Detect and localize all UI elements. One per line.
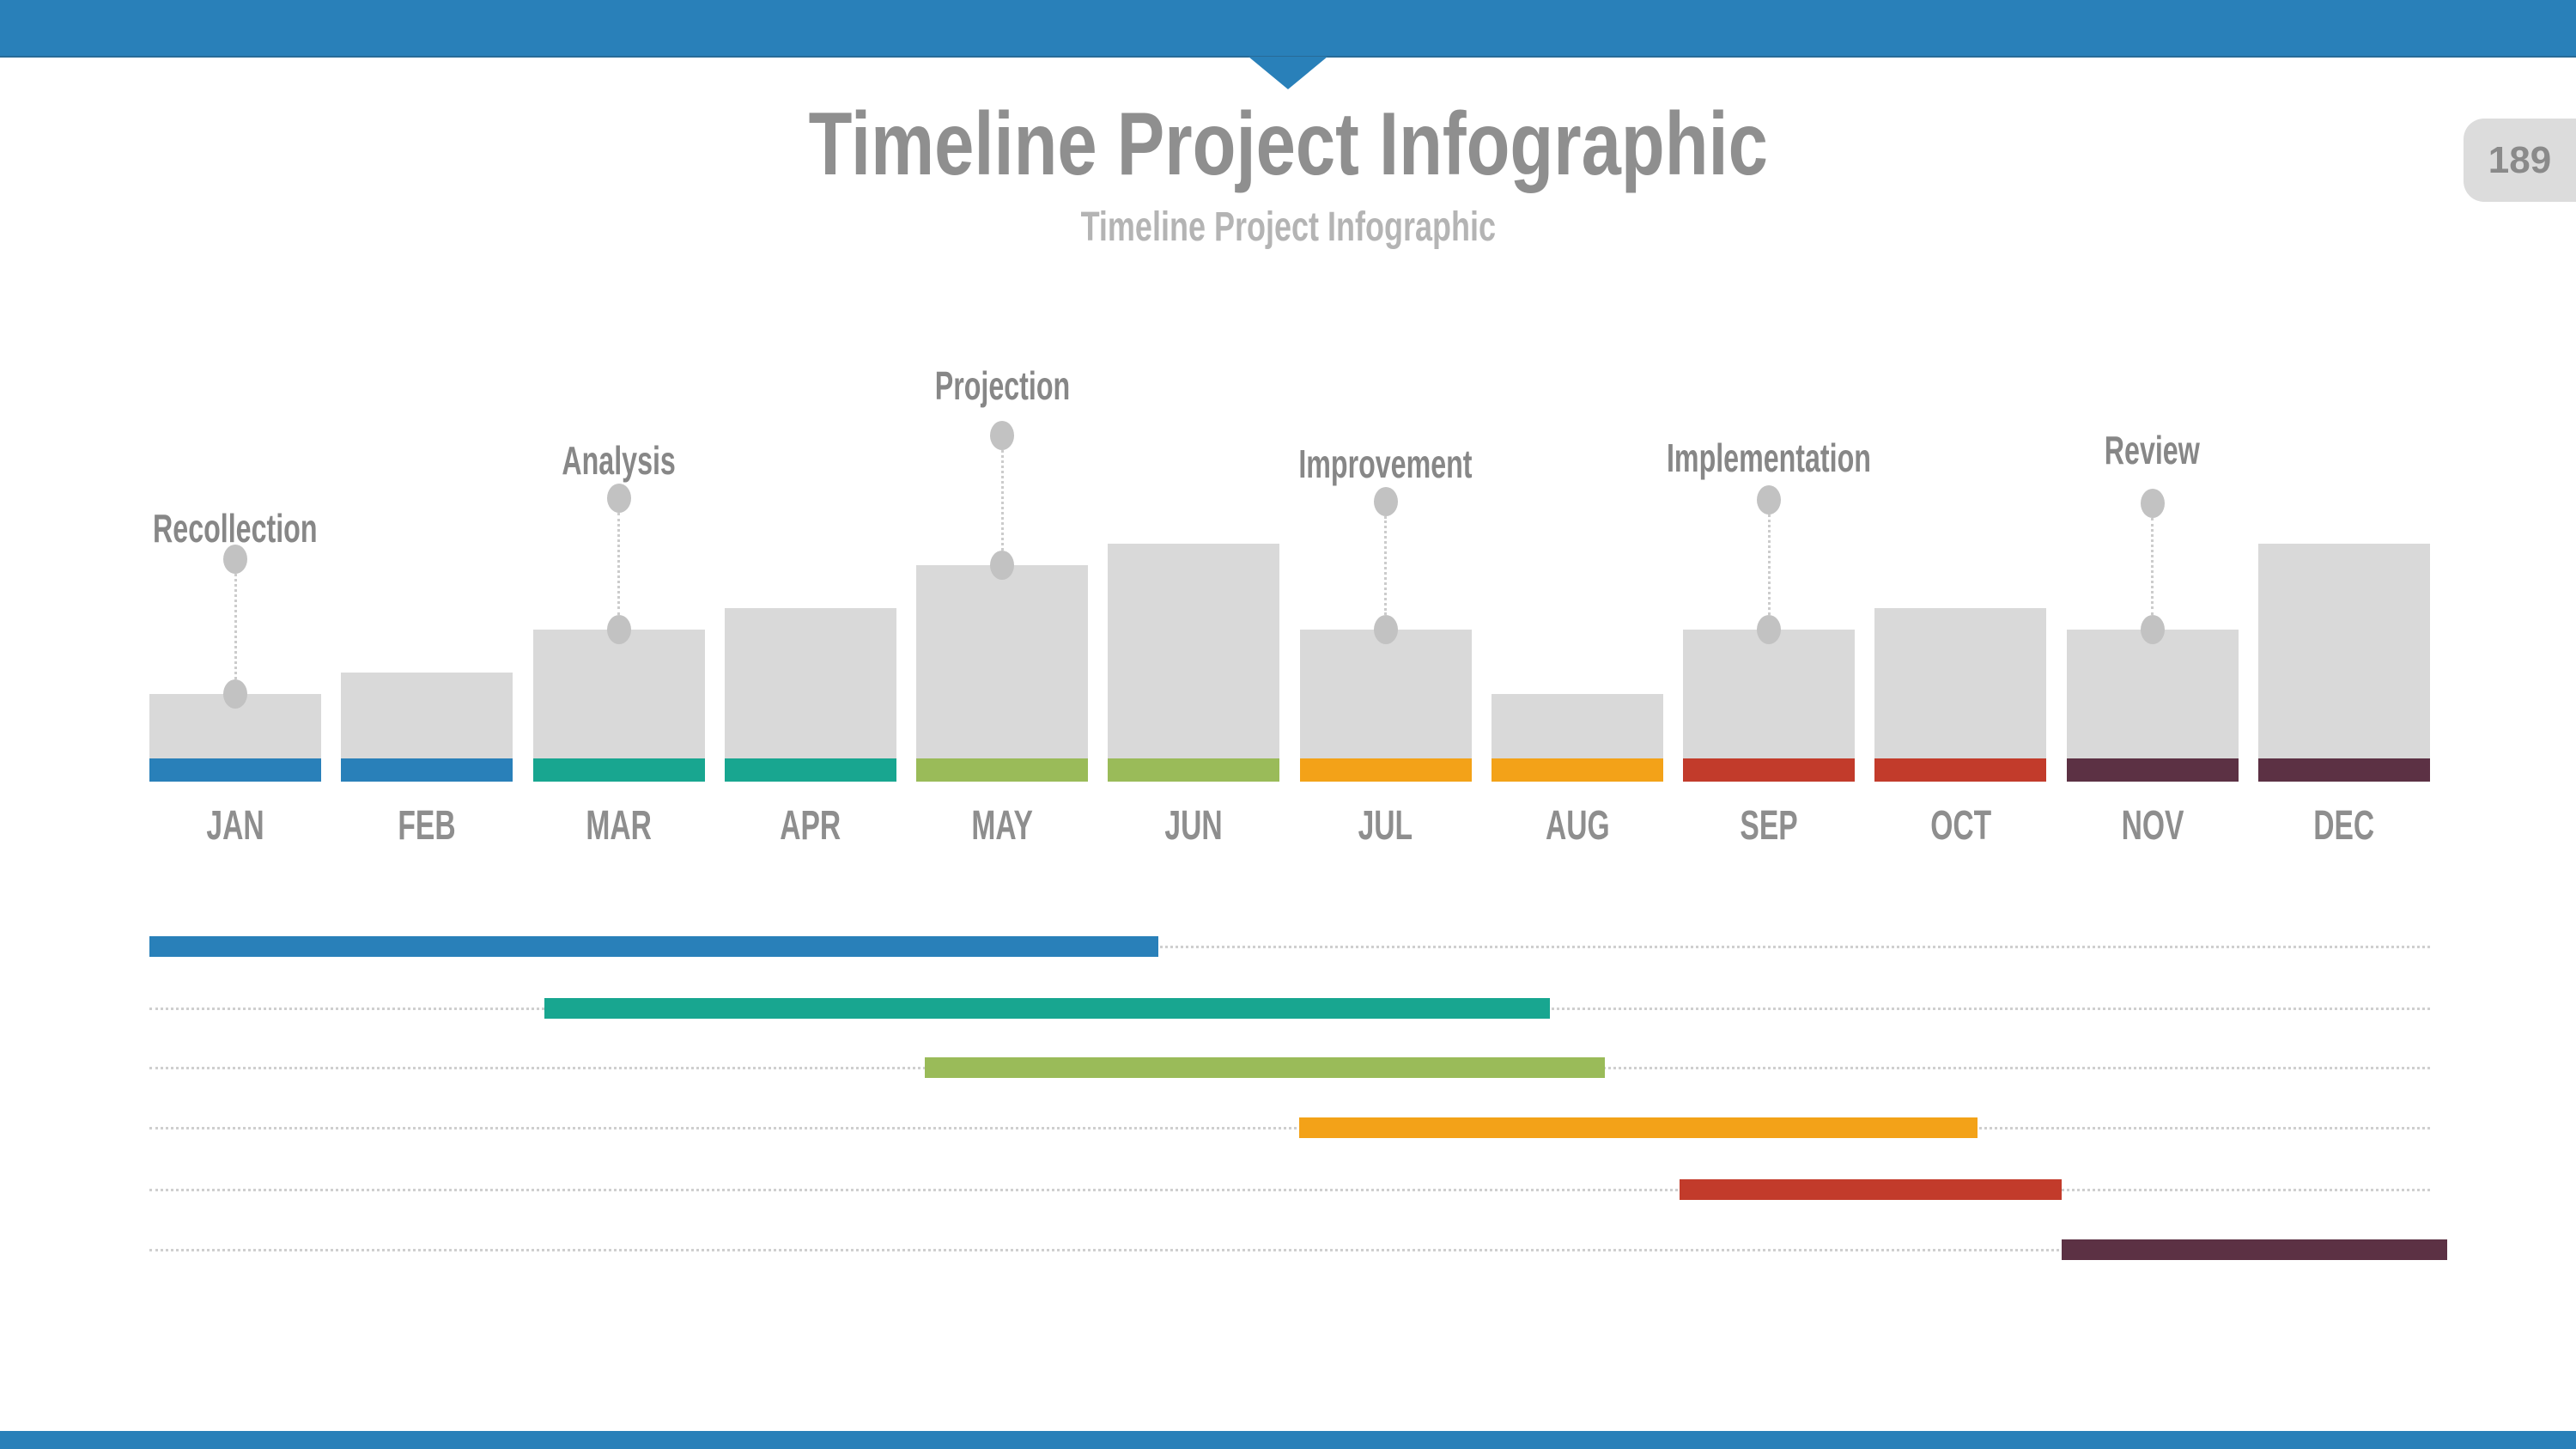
month-label-text: JUN [1164, 803, 1223, 849]
month-label-text: NOV [2121, 803, 2184, 849]
annotation-leader-line [1384, 516, 1388, 615]
month-label-jul: JUL [1300, 806, 1472, 847]
month-label-text: DEC [2313, 803, 2375, 849]
annotation-leader-line [234, 574, 237, 679]
annotation-bar-dot [1373, 615, 1398, 644]
month-color-strip [1491, 758, 1663, 782]
month-bar-feb [341, 673, 513, 782]
month-color-strip [2258, 758, 2430, 782]
annotation-label-text: Projection [934, 363, 1070, 408]
month-label-text: APR [780, 803, 841, 849]
month-bar-nov [2066, 630, 2239, 782]
review-span [2061, 1239, 2447, 1260]
projection-span [925, 1057, 1606, 1078]
slide-title-text: Timeline Project Infographic [808, 94, 1768, 194]
slide-subtitle: Timeline Project Infographic [0, 207, 2576, 248]
annotation-label-recollection: Recollection [0, 508, 493, 548]
annotation-label-text: Analysis [562, 438, 676, 483]
slide-title: Timeline Project Infographic [0, 100, 2576, 189]
annotation-label-text: Review [2105, 428, 2201, 472]
annotation-label-text: Recollection [153, 506, 318, 551]
annotation-label-review: Review [1895, 430, 2410, 470]
month-bar-may [916, 565, 1089, 782]
implementation-span [1679, 1179, 2062, 1200]
month-label-text: MAY [971, 803, 1033, 849]
month-label-jan: JAN [149, 806, 321, 847]
month-bar-jan [149, 694, 321, 782]
annotation-bar-dot [606, 615, 631, 644]
month-label-text: JAN [206, 803, 264, 849]
month-label-text: SEP [1740, 803, 1798, 849]
annotation-label-text: Improvement [1298, 441, 1473, 486]
analysis-span [544, 998, 1551, 1019]
month-label-jun: JUN [1108, 806, 1279, 847]
annotation-bar-dot [1757, 615, 1782, 644]
annotation-label-implementation: Implementation [1511, 438, 2026, 478]
month-bar-jul [1299, 630, 1472, 782]
month-label-feb: FEB [341, 806, 513, 847]
annotation-bar-dot [2140, 615, 2165, 644]
annotation-leader-line [1767, 514, 1771, 615]
month-label-may: MAY [916, 806, 1088, 847]
month-bar-sep [1683, 630, 1856, 782]
month-color-strip [1683, 758, 1856, 782]
page-number-badge: 189 [2464, 119, 2576, 202]
annotation-top-dot [223, 545, 247, 574]
month-label-text: AUG [1545, 803, 1610, 849]
month-bar-oct [1874, 608, 2047, 782]
month-label-sep: SEP [1683, 806, 1855, 847]
page-number: 189 [2488, 138, 2552, 181]
bottom-accent-bar [0, 1431, 2576, 1449]
month-label-text: MAR [586, 803, 652, 849]
annotation-leader-line [2151, 518, 2154, 615]
annotation-top-dot [606, 484, 631, 513]
annotation-top-dot [1757, 485, 1782, 514]
month-label-apr: APR [725, 806, 896, 847]
gantt-dotted-line [149, 946, 2430, 948]
month-label-text: OCT [1929, 803, 1991, 849]
month-bar-aug [1491, 694, 1663, 782]
month-label-nov: NOV [2067, 806, 2239, 847]
month-color-strip [1874, 758, 2047, 782]
annotation-top-dot [990, 421, 1015, 450]
month-bar-mar [532, 630, 705, 782]
month-color-strip [2066, 758, 2239, 782]
slide-subtitle-text: Timeline Project Infographic [1080, 204, 1496, 250]
annotation-label-projection: Projection [744, 366, 1260, 405]
annotation-top-dot [1373, 487, 1398, 516]
month-color-strip [532, 758, 705, 782]
month-bar-jun [1108, 544, 1280, 782]
annotation-label-analysis: Analysis [361, 441, 877, 480]
annotation-label-improvement: Improvement [1128, 444, 1643, 484]
annotation-label-text: Implementation [1667, 435, 1872, 480]
month-label-aug: AUG [1492, 806, 1663, 847]
month-color-strip [341, 758, 513, 782]
annotation-leader-line [617, 513, 621, 615]
month-color-strip [916, 758, 1089, 782]
gantt-dotted-line [149, 1189, 2430, 1191]
month-bar-apr [724, 608, 896, 782]
annotation-top-dot [2140, 489, 2165, 518]
month-label-oct: OCT [1874, 806, 2046, 847]
improvement-span [1299, 1117, 1978, 1138]
month-label-dec: DEC [2258, 806, 2430, 847]
recollection-span [149, 936, 1159, 957]
annotation-bar-dot [990, 551, 1015, 580]
month-color-strip [1108, 758, 1280, 782]
month-label-mar: MAR [533, 806, 705, 847]
annotation-leader-line [1000, 450, 1004, 551]
month-label-text: JUL [1358, 803, 1413, 849]
month-color-strip [724, 758, 896, 782]
top-arrow-pointer-icon [1249, 57, 1327, 89]
month-bar-dec [2258, 544, 2430, 782]
month-color-strip [1299, 758, 1472, 782]
gantt-dotted-line [149, 1127, 2430, 1129]
month-color-strip [149, 758, 321, 782]
gantt-dotted-line [149, 1249, 2430, 1251]
month-label-text: FEB [398, 803, 456, 849]
annotation-bar-dot [223, 679, 247, 709]
